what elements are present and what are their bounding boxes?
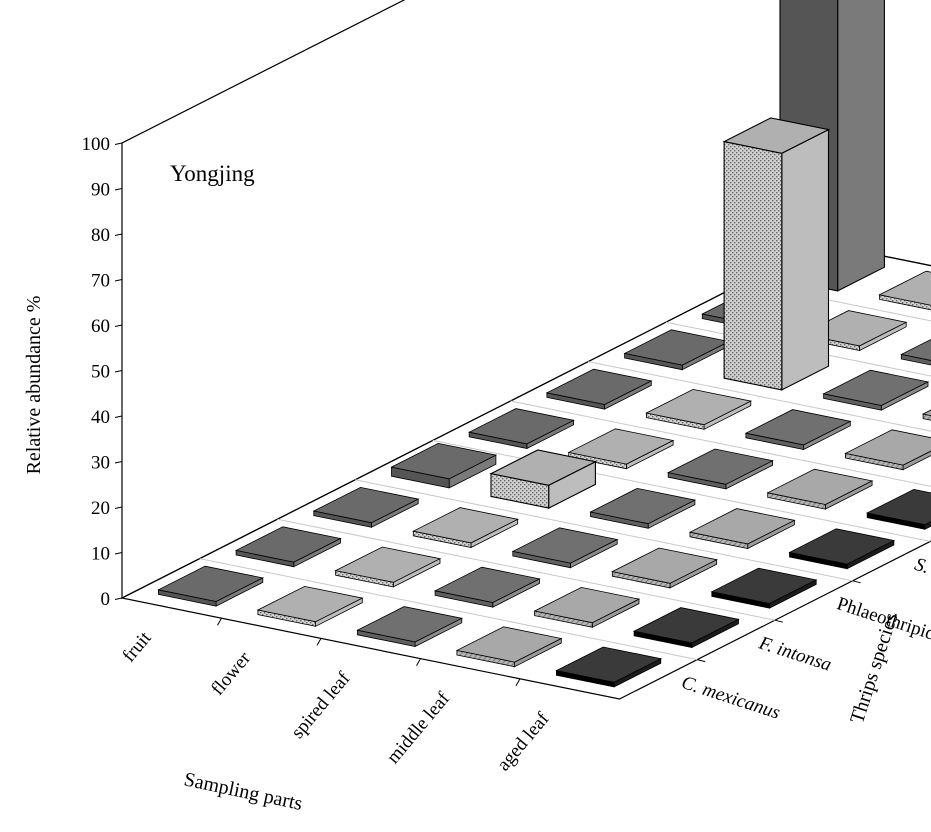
- z-tick-label: 50: [91, 362, 110, 383]
- category-label-fruit: fruit: [118, 627, 156, 666]
- bar-flower-s-dorsalis: [491, 450, 595, 508]
- bar-aged-leaf-phlaeothripidae: [712, 568, 816, 608]
- z-tick-label: 100: [82, 134, 111, 155]
- z-tick: [115, 189, 122, 191]
- bar-middle-leaf-t-florum: [845, 430, 931, 470]
- bar-top: [923, 390, 931, 425]
- z-axis-label: Relative abundance %: [23, 296, 45, 475]
- category-label-middle-leaf: middle leaf: [383, 688, 455, 768]
- bar-spired-leaf-c-mexicanus: [357, 607, 461, 647]
- z-tick-label: 60: [91, 316, 110, 337]
- category-label-spired-leaf: spired leaf: [287, 668, 355, 743]
- category-label-aged-leaf: aged leaf: [493, 708, 554, 775]
- z-tick-label: 20: [91, 498, 110, 519]
- species-label-s-dorsalis: S. dorsalis: [912, 554, 931, 599]
- bar-middle-leaf-t-flavus: [768, 469, 872, 509]
- z-tick: [115, 598, 122, 600]
- bar-spired-leaf-f-intonsa: [435, 567, 539, 607]
- z-tick: [115, 234, 122, 236]
- species-tick: [697, 660, 705, 662]
- bar-aged-leaf-t-flavus: [867, 489, 931, 529]
- bar-spired-leaf-t-florum: [746, 410, 850, 450]
- z-tick-label: 0: [101, 589, 111, 610]
- z-tick: [115, 143, 122, 145]
- chart-bars: [158, 0, 931, 687]
- bar-aged-leaf-c-mexicanus: [556, 647, 660, 687]
- z-tick: [115, 280, 122, 282]
- bar-middle-leaf-phlaeothripidae: [612, 548, 716, 588]
- category-tick: [218, 618, 222, 625]
- z-tick-label: 70: [91, 271, 110, 292]
- species-label-c-mexicanus: C. mexicanus: [679, 672, 783, 724]
- z-tick: [115, 507, 122, 509]
- bar-flower-c-mexicanus: [258, 586, 362, 626]
- bar-flower-phlaeothripidae: [413, 508, 517, 548]
- species-tick: [853, 581, 861, 583]
- species-label-f-intonsa: F. intonsa: [756, 632, 834, 675]
- bar-aged-leaf-s-dorsalis: [790, 529, 894, 569]
- bar-side: [838, 0, 885, 291]
- bar-front: [724, 142, 782, 390]
- bar-middle-leaf-c-mexicanus: [457, 627, 561, 667]
- z-tick-label: 80: [91, 225, 110, 246]
- species-tick: [775, 620, 783, 622]
- bar-flower-s-indicus: [880, 271, 931, 311]
- z-tick: [115, 371, 122, 373]
- left-wall: [122, 0, 821, 598]
- z-tick: [115, 462, 122, 464]
- z-tick-label: 40: [91, 407, 110, 428]
- y-axis-label: Thrips species: [846, 610, 903, 726]
- bar-flower-f-intonsa: [336, 547, 440, 587]
- bar-flower-t-hawaiiensis: [724, 118, 828, 390]
- z-tick: [115, 553, 122, 555]
- bar-spired-leaf-t-palmi: [901, 331, 931, 371]
- bar-flower-t-florum: [646, 389, 750, 429]
- bar-spired-leaf-s-dorsalis: [591, 488, 695, 528]
- x-axis-label: Sampling parts: [182, 768, 305, 815]
- bar-middle-leaf-f-intonsa: [535, 587, 639, 627]
- chart-title: Yongjing: [170, 161, 255, 186]
- category-label-flower: flower: [207, 648, 255, 700]
- bar-aged-leaf-f-intonsa: [634, 608, 738, 648]
- z-tick: [115, 325, 122, 327]
- category-tick: [516, 679, 520, 686]
- z-tick-label: 30: [91, 453, 110, 474]
- bar-spired-leaf-phlaeothripidae: [513, 528, 617, 568]
- z-tick: [115, 416, 122, 418]
- bar-middle-leaf-s-dorsalis: [690, 509, 794, 549]
- z-tick-label: 90: [91, 180, 110, 201]
- bar-spired-leaf-t-flavus: [668, 449, 772, 489]
- bar-spired-leaf-t-hawaiiensis: [824, 370, 928, 410]
- category-tick: [417, 659, 421, 666]
- bar-middle-leaf-t-hawaiiensis: [923, 390, 931, 430]
- bar-front: [923, 414, 931, 430]
- bar-side: [782, 130, 829, 390]
- category-tick: [317, 638, 321, 645]
- z-tick-label: 10: [91, 544, 110, 565]
